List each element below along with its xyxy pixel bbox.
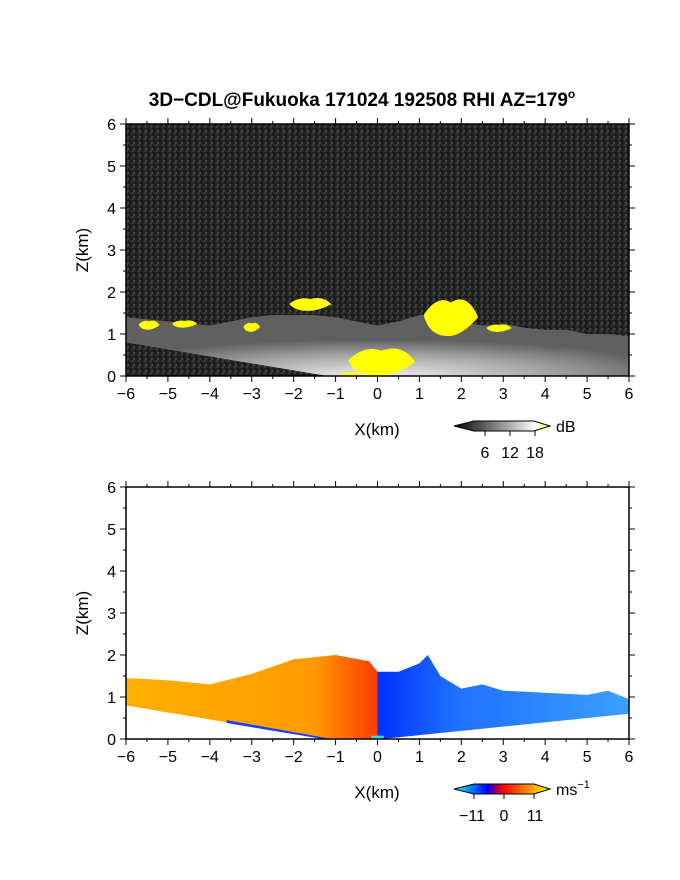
strong-echo-region: [172, 320, 198, 328]
reflectivity-y-tick-label: 2: [107, 285, 116, 302]
velocity-y-tick-label: 4: [107, 564, 116, 581]
reflectivity-x-tick-label: 1: [415, 386, 424, 403]
velocity-x-tick-label: 3: [499, 749, 508, 766]
velocity-colorbar-ramp: [453, 783, 552, 795]
velocity-receding-area: [126, 655, 378, 739]
strong-echo-region: [423, 299, 479, 337]
reflectivity-x-tick-label: 5: [583, 386, 592, 403]
velocity-cb-tick: −11: [459, 808, 485, 825]
reflectivity-axes: −6 −5 −4 −3 −2 −1 0 1 2 3 4 5 6 0 1 2 3 4 5 6: [107, 117, 635, 403]
velocity-cb-tick: 11: [527, 808, 544, 825]
reflectivity-cb-tick: 18: [526, 445, 544, 462]
reflectivity-y-tick-label: 0: [107, 369, 116, 386]
reflectivity-x-tick-label: 6: [625, 386, 634, 403]
velocity-colorbar: −11 0 11 ms−1: [453, 779, 590, 825]
velocity-x-tick-label: 5: [583, 749, 592, 766]
velocity-y-label: Z(km): [73, 591, 92, 635]
strong-echo-region: [138, 320, 160, 330]
reflectivity-x-tick-label: 0: [373, 386, 382, 403]
velocity-x-tick-label: −5: [159, 749, 177, 766]
reflectivity-cb-tick: 6: [481, 445, 490, 462]
velocity-x-tick-label: −1: [326, 749, 344, 766]
reflectivity-y-tick-label: 1: [107, 327, 116, 344]
velocity-x-label: X(km): [354, 783, 399, 802]
reflectivity-y-label: Z(km): [73, 228, 92, 272]
figure-title: 3D−CDL@Fukuoka 171024 192508 RHI AZ=179o: [149, 87, 576, 111]
velocity-y-tick-label: 5: [107, 522, 116, 539]
reflectivity-x-tick-label: 4: [541, 386, 550, 403]
strong-echo-region: [289, 298, 332, 311]
reflectivity-y-tick-label: 4: [107, 201, 116, 218]
strong-echo-region: [339, 372, 361, 376]
reflectivity-x-tick-label: −1: [326, 386, 344, 403]
velocity-x-tick-label: −3: [243, 749, 261, 766]
velocity-approaching-area: [377, 655, 629, 739]
velocity-y-tick-label: 1: [107, 690, 116, 707]
velocity-panel: −6 −5 −4 −3 −2 −1 0 1 2 3 4 5 6 0 1 2 3 4 5 6 X(km) Z(km) −…: [73, 480, 635, 825]
strong-echo-regions: [138, 298, 512, 376]
strong-echo-region: [243, 322, 261, 332]
velocity-x-tick-label: 6: [625, 749, 634, 766]
velocity-y-tick-label: 6: [107, 480, 116, 497]
velocity-x-tick-label: −6: [117, 749, 135, 766]
velocity-origin-marker: [371, 735, 384, 739]
velocity-x-tick-label: −2: [285, 749, 303, 766]
velocity-x-tick-label: −4: [201, 749, 219, 766]
velocity-x-tick-label: 2: [457, 749, 466, 766]
velocity-y-tick-label: 2: [107, 648, 116, 665]
reflectivity-y-tick-label: 5: [107, 159, 116, 176]
reflectivity-x-label: X(km): [354, 420, 399, 439]
velocity-cb-tick: 0: [500, 808, 509, 825]
velocity-x-tick-label: 1: [415, 749, 424, 766]
velocity-y-tick-label: 3: [107, 606, 116, 623]
velocity-axes: −6 −5 −4 −3 −2 −1 0 1 2 3 4 5 6 0 1 2 3 4 5 6: [107, 480, 635, 766]
velocity-y-tick-label: 0: [107, 732, 116, 749]
reflectivity-y-tick-label: 6: [107, 117, 116, 134]
reflectivity-y-tick-label: 3: [107, 243, 116, 260]
reflectivity-cb-unit: dB: [556, 419, 576, 436]
velocity-x-tick-label: 0: [373, 749, 382, 766]
strong-echo-region: [348, 348, 416, 376]
velocity-near-surface-area: [226, 720, 328, 739]
reflectivity-x-tick-label: 3: [499, 386, 508, 403]
velocity-cb-unit: ms−1: [556, 779, 590, 799]
reflectivity-colorbar: 6 12 18 dB: [453, 419, 576, 462]
reflectivity-colorbar-ramp: [453, 420, 552, 432]
reflectivity-cb-tick: 12: [501, 445, 519, 462]
reflectivity-x-tick-label: −3: [243, 386, 261, 403]
reflectivity-x-tick-label: 2: [457, 386, 466, 403]
velocity-x-tick-label: 4: [541, 749, 550, 766]
reflectivity-x-tick-label: −2: [285, 386, 303, 403]
strong-echo-region: [486, 324, 512, 332]
reflectivity-x-tick-label: −6: [117, 386, 135, 403]
reflectivity-x-tick-label: −5: [159, 386, 177, 403]
reflectivity-x-tick-label: −4: [201, 386, 219, 403]
